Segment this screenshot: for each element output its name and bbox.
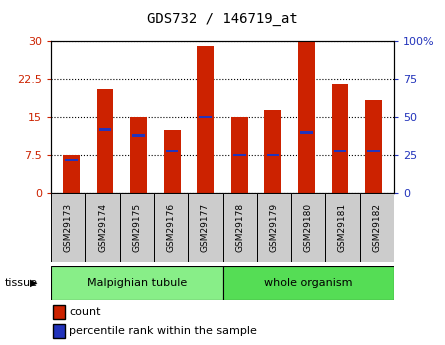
Text: GDS732 / 146719_at: GDS732 / 146719_at <box>147 12 298 26</box>
Bar <box>267 154 279 156</box>
Bar <box>164 130 181 193</box>
Bar <box>99 128 111 130</box>
Bar <box>120 193 154 262</box>
Bar <box>291 193 325 262</box>
Bar <box>166 150 178 152</box>
Bar <box>65 159 77 161</box>
Bar <box>368 150 380 152</box>
Text: GSM29175: GSM29175 <box>132 203 142 252</box>
Text: percentile rank within the sample: percentile rank within the sample <box>69 326 257 336</box>
Text: GSM29179: GSM29179 <box>269 203 279 252</box>
Text: GSM29182: GSM29182 <box>372 203 381 252</box>
Bar <box>360 193 394 262</box>
Text: GSM29181: GSM29181 <box>338 203 347 252</box>
Text: GSM29176: GSM29176 <box>166 203 176 252</box>
Bar <box>154 193 188 262</box>
Bar <box>298 41 315 193</box>
Bar <box>332 85 348 193</box>
Bar <box>264 110 281 193</box>
Bar <box>325 193 360 262</box>
Bar <box>222 193 257 262</box>
Text: GSM29178: GSM29178 <box>235 203 244 252</box>
Bar <box>132 134 145 137</box>
Text: Malpighian tubule: Malpighian tubule <box>87 278 187 288</box>
Bar <box>222 266 394 300</box>
Text: ▶: ▶ <box>30 278 37 288</box>
Bar <box>231 117 248 193</box>
Text: GSM29173: GSM29173 <box>64 203 73 252</box>
Bar <box>130 117 147 193</box>
Bar <box>51 266 223 300</box>
Text: whole organism: whole organism <box>264 278 352 288</box>
Bar <box>97 89 113 193</box>
Text: tissue: tissue <box>4 278 37 288</box>
Bar <box>300 131 313 134</box>
Bar <box>197 47 214 193</box>
Bar <box>85 193 120 262</box>
Bar <box>334 150 346 152</box>
Bar <box>63 155 80 193</box>
Bar <box>257 193 291 262</box>
Text: GSM29177: GSM29177 <box>201 203 210 252</box>
Text: GSM29180: GSM29180 <box>303 203 313 252</box>
Text: count: count <box>69 307 101 317</box>
Bar <box>199 116 212 118</box>
Bar <box>365 100 382 193</box>
Bar <box>188 193 222 262</box>
Bar <box>51 193 85 262</box>
Text: GSM29174: GSM29174 <box>98 203 107 252</box>
Bar <box>233 154 246 156</box>
